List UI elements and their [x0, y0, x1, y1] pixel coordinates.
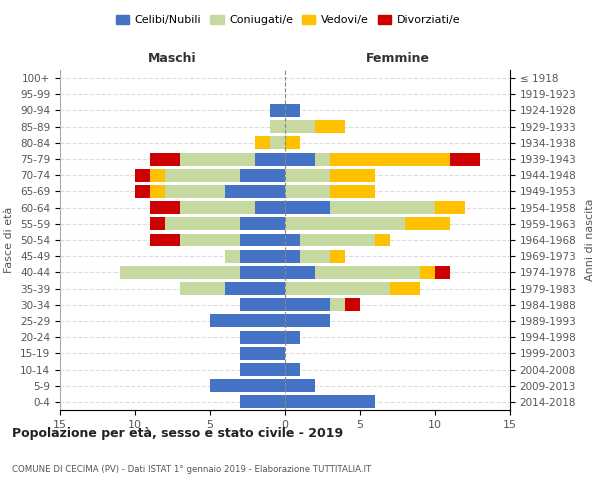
- Bar: [330, 298, 345, 311]
- Bar: [240, 363, 285, 376]
- Bar: [435, 266, 450, 279]
- Bar: [240, 330, 285, 344]
- Bar: [285, 298, 330, 311]
- Bar: [150, 234, 180, 246]
- Bar: [330, 152, 450, 166]
- Text: COMUNE DI CECIMA (PV) - Dati ISTAT 1° gennaio 2019 - Elaborazione TUTTITALIA.IT: COMUNE DI CECIMA (PV) - Dati ISTAT 1° ge…: [12, 465, 371, 474]
- Bar: [330, 250, 345, 262]
- Bar: [315, 152, 330, 166]
- Bar: [135, 185, 150, 198]
- Bar: [285, 201, 330, 214]
- Bar: [285, 250, 300, 262]
- Bar: [300, 234, 375, 246]
- Bar: [285, 152, 315, 166]
- Bar: [240, 250, 285, 262]
- Bar: [240, 347, 285, 360]
- Bar: [450, 152, 480, 166]
- Bar: [240, 266, 285, 279]
- Bar: [390, 282, 420, 295]
- Bar: [270, 120, 285, 133]
- Bar: [180, 152, 255, 166]
- Bar: [285, 234, 300, 246]
- Bar: [315, 266, 420, 279]
- Bar: [270, 104, 285, 117]
- Bar: [285, 136, 300, 149]
- Bar: [165, 218, 240, 230]
- Bar: [150, 201, 180, 214]
- Bar: [330, 185, 375, 198]
- Text: Popolazione per età, sesso e stato civile - 2019: Popolazione per età, sesso e stato civil…: [12, 428, 343, 440]
- Bar: [180, 201, 255, 214]
- Bar: [330, 169, 375, 181]
- Bar: [345, 298, 360, 311]
- Bar: [270, 136, 285, 149]
- Bar: [375, 234, 390, 246]
- Bar: [405, 218, 450, 230]
- Text: Femmine: Femmine: [365, 52, 430, 65]
- Bar: [285, 266, 315, 279]
- Bar: [150, 152, 180, 166]
- Text: Maschi: Maschi: [148, 52, 197, 65]
- Bar: [165, 169, 240, 181]
- Bar: [225, 185, 285, 198]
- Bar: [285, 330, 300, 344]
- Bar: [285, 120, 315, 133]
- Bar: [255, 152, 285, 166]
- Bar: [240, 396, 285, 408]
- Bar: [150, 169, 165, 181]
- Bar: [240, 234, 285, 246]
- Bar: [285, 379, 315, 392]
- Bar: [285, 218, 405, 230]
- Y-axis label: Fasce di età: Fasce di età: [4, 207, 14, 273]
- Bar: [255, 136, 270, 149]
- Bar: [180, 282, 225, 295]
- Bar: [240, 169, 285, 181]
- Bar: [135, 169, 150, 181]
- Bar: [420, 266, 435, 279]
- Y-axis label: Anni di nascita: Anni di nascita: [585, 198, 595, 281]
- Bar: [210, 379, 285, 392]
- Bar: [240, 298, 285, 311]
- Bar: [285, 363, 300, 376]
- Bar: [435, 201, 465, 214]
- Bar: [285, 104, 300, 117]
- Bar: [225, 250, 240, 262]
- Bar: [285, 314, 330, 328]
- Bar: [285, 282, 390, 295]
- Bar: [150, 185, 165, 198]
- Bar: [165, 185, 225, 198]
- Bar: [255, 201, 285, 214]
- Bar: [120, 266, 240, 279]
- Bar: [285, 185, 330, 198]
- Bar: [285, 169, 330, 181]
- Bar: [300, 250, 330, 262]
- Bar: [285, 396, 375, 408]
- Bar: [150, 218, 165, 230]
- Bar: [240, 218, 285, 230]
- Bar: [210, 314, 285, 328]
- Bar: [315, 120, 345, 133]
- Bar: [330, 201, 435, 214]
- Bar: [180, 234, 240, 246]
- Legend: Celibi/Nubili, Coniugati/e, Vedovi/e, Divorziati/e: Celibi/Nubili, Coniugati/e, Vedovi/e, Di…: [112, 10, 464, 30]
- Bar: [225, 282, 285, 295]
